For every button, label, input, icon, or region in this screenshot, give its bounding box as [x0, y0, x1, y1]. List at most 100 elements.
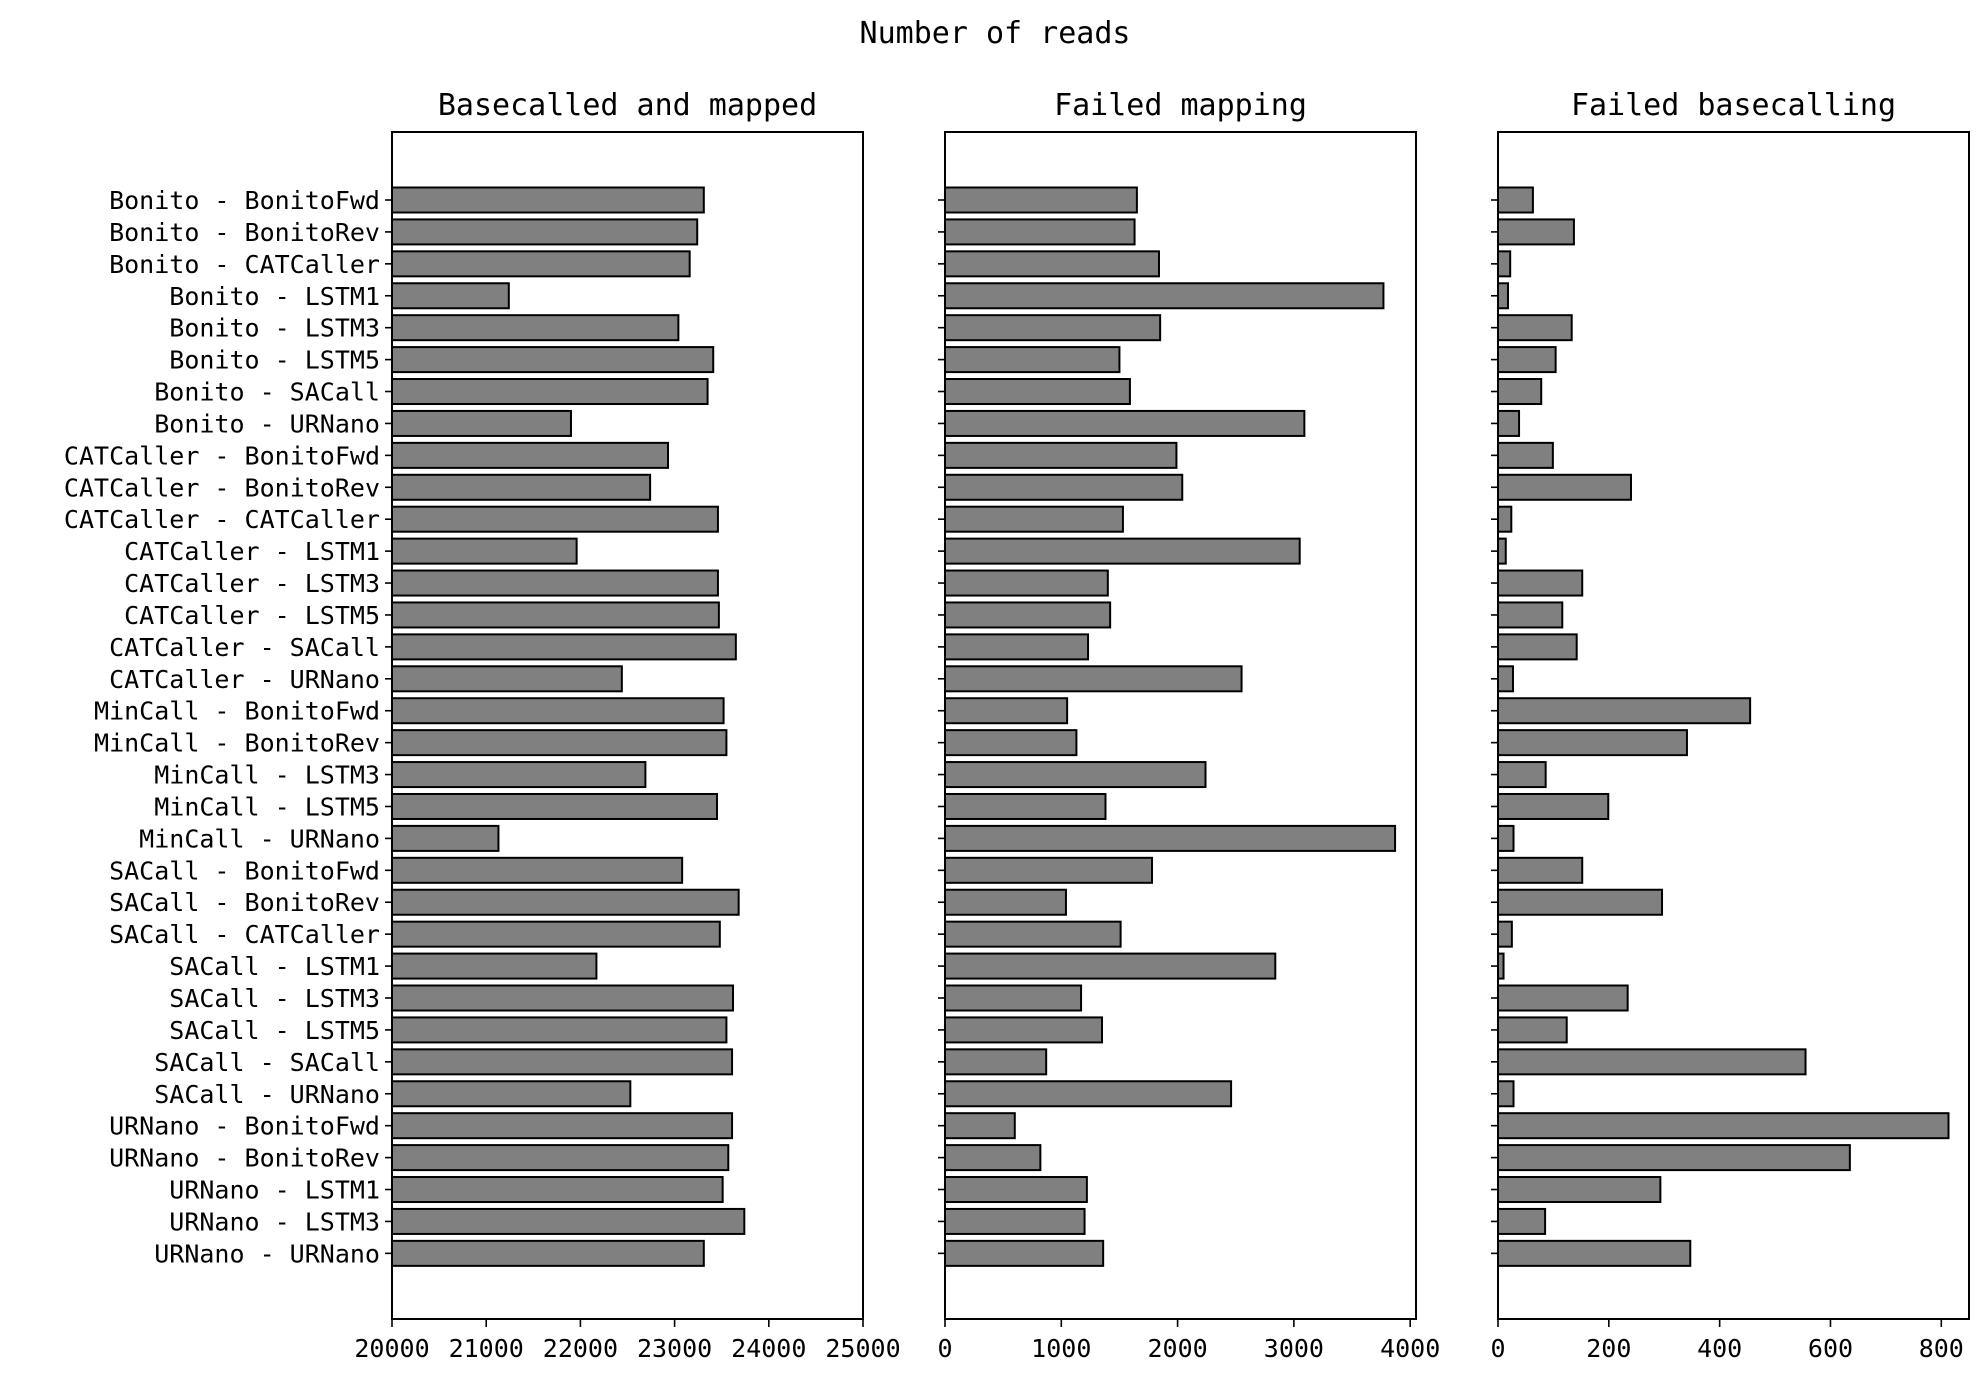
bar	[1497, 1239, 1692, 1267]
x-tick-label: 800	[1919, 1334, 1964, 1363]
panel-title: Failed basecalling	[1571, 88, 1896, 123]
category-label: Bonito - LSTM1	[169, 282, 380, 311]
bar	[391, 282, 510, 310]
bar	[944, 569, 1109, 597]
bar	[944, 856, 1154, 884]
bar	[944, 601, 1112, 629]
bar	[944, 920, 1122, 948]
x-tick-label: 3000	[1264, 1334, 1324, 1363]
bar	[944, 1144, 1042, 1172]
bar	[1497, 314, 1573, 342]
bar	[391, 824, 500, 852]
bar	[944, 1176, 1088, 1204]
bar	[1497, 729, 1688, 757]
category-label: MinCall - BonitoFwd	[94, 697, 380, 726]
bar	[391, 1112, 734, 1140]
bar	[944, 1239, 1105, 1267]
category-label: Bonito - LSTM3	[169, 314, 380, 343]
bar	[944, 409, 1306, 437]
bar	[1497, 1176, 1662, 1204]
bar	[1497, 346, 1557, 374]
bar	[1497, 409, 1521, 437]
bar	[944, 505, 1124, 533]
bar	[1497, 186, 1534, 214]
x-tick-label: 600	[1808, 1334, 1853, 1363]
bar	[944, 378, 1131, 406]
category-label: SACall - URNano	[154, 1080, 380, 1109]
category-label: Bonito - URNano	[154, 409, 380, 438]
bar	[391, 761, 647, 789]
x-tick-label: 0	[1490, 1334, 1505, 1363]
bar	[391, 984, 735, 1012]
bar	[391, 1016, 728, 1044]
x-tick-label: 24000	[731, 1334, 806, 1363]
category-label: SACall - LSTM3	[169, 984, 380, 1013]
category-label: CATCaller - LSTM5	[124, 601, 380, 630]
panel-title: Failed mapping	[1054, 88, 1307, 123]
bar	[1497, 1112, 1950, 1140]
bar	[944, 697, 1069, 725]
category-label: CATCaller - BonitoRev	[64, 473, 380, 502]
bar	[391, 218, 699, 246]
bar	[944, 537, 1301, 565]
bar	[944, 888, 1067, 916]
bar	[1497, 218, 1575, 246]
bar	[391, 1176, 724, 1204]
bar	[944, 665, 1243, 693]
bar	[391, 473, 652, 501]
bar	[1497, 665, 1514, 693]
bar	[944, 633, 1090, 661]
category-label: CATCaller - LSTM3	[124, 569, 380, 598]
bar	[1497, 378, 1543, 406]
category-label: URNano - LSTM3	[169, 1207, 380, 1236]
bar	[944, 824, 1397, 852]
bar	[1497, 473, 1632, 501]
x-tick-label: 21000	[449, 1334, 524, 1363]
bar	[944, 314, 1162, 342]
category-label: MinCall - LSTM5	[154, 792, 380, 821]
x-tick-label: 23000	[637, 1334, 712, 1363]
bar	[391, 920, 721, 948]
bar	[1497, 1016, 1568, 1044]
bar	[944, 984, 1083, 1012]
category-label: MinCall - URNano	[139, 824, 380, 853]
bar	[944, 218, 1136, 246]
category-label: MinCall - LSTM3	[154, 761, 380, 790]
category-label: CATCaller - CATCaller	[64, 505, 380, 534]
category-label: Bonito - CATCaller	[109, 250, 380, 279]
bar	[944, 1048, 1048, 1076]
x-tick-label: 25000	[825, 1334, 900, 1363]
bar	[1497, 601, 1564, 629]
category-label: SACall - LSTM1	[169, 952, 380, 981]
axes-frame	[944, 131, 1417, 1320]
x-tick-label: 200	[1586, 1334, 1631, 1363]
category-label: Bonito - BonitoFwd	[109, 186, 380, 215]
bar	[391, 186, 705, 214]
bar	[1497, 505, 1513, 533]
bar	[1497, 824, 1515, 852]
bar	[391, 314, 680, 342]
bar	[391, 346, 715, 374]
bar	[944, 473, 1184, 501]
x-tick-label: 4000	[1380, 1334, 1440, 1363]
bar	[391, 697, 725, 725]
x-tick-label: 400	[1697, 1334, 1742, 1363]
bar	[391, 1144, 730, 1172]
bar	[944, 1112, 1016, 1140]
axes-frame	[391, 131, 864, 1320]
panel-2: Failed mapping 0 1000 2000 3000 4000	[937, 88, 1440, 1363]
bar	[1497, 856, 1584, 884]
bar	[391, 505, 719, 533]
category-label: Bonito - SACall	[154, 378, 380, 407]
bar	[391, 601, 720, 629]
category-label: SACall - LSTM5	[169, 1016, 380, 1045]
category-label: SACall - SACall	[154, 1048, 380, 1077]
bar	[1497, 1207, 1547, 1235]
bar	[944, 1080, 1233, 1108]
category-label: SACall - BonitoRev	[109, 888, 380, 917]
category-label: SACall - CATCaller	[109, 920, 380, 949]
bar	[391, 856, 684, 884]
bar	[1497, 1080, 1515, 1108]
bar	[1497, 569, 1584, 597]
